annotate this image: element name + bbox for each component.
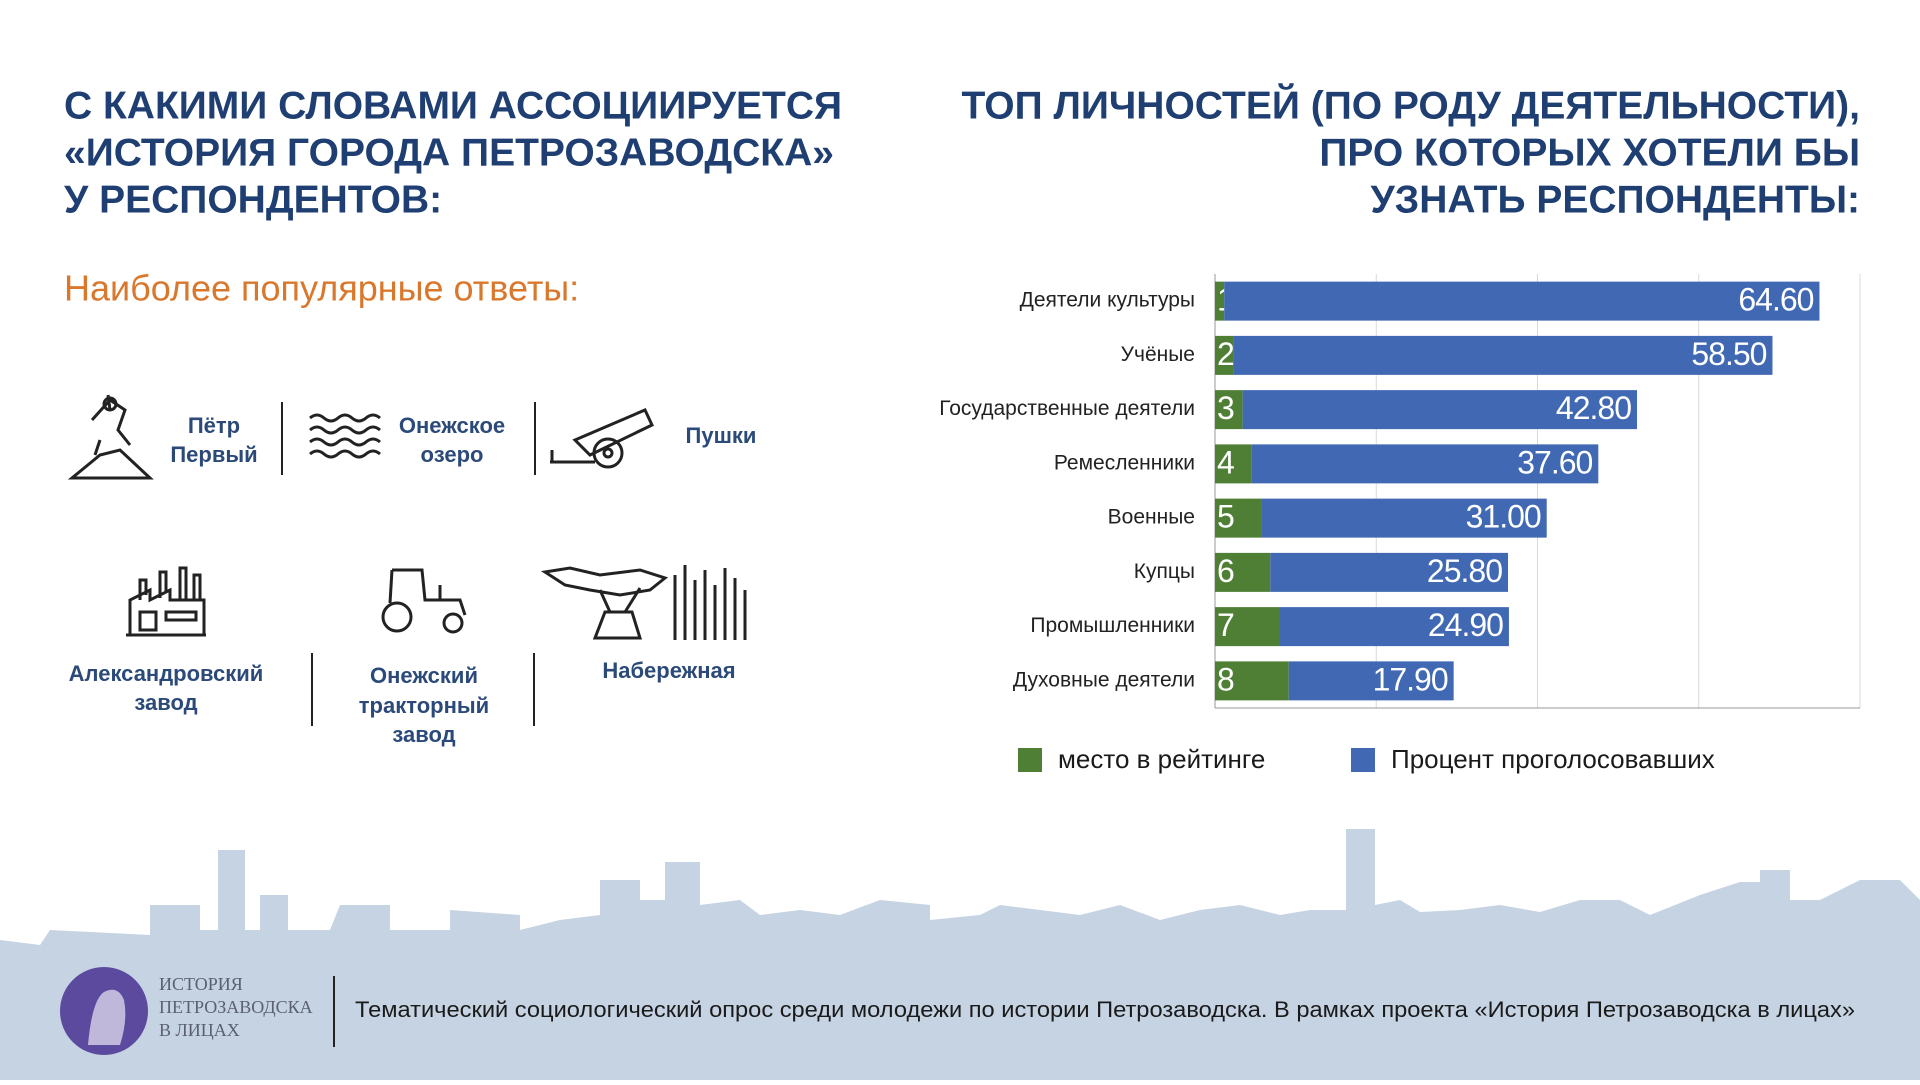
bar-segment (1215, 661, 1289, 701)
icon-factory (126, 566, 206, 637)
bar-segment (1261, 498, 1547, 538)
bar-segment (1215, 498, 1262, 538)
icon-peter (67, 394, 154, 480)
value-label: 24.90 (1428, 607, 1503, 643)
answer-label: Александровский (69, 661, 264, 686)
rank-label: 6 (1217, 553, 1234, 589)
icon-embankment (540, 565, 747, 640)
value-label: 25.80 (1427, 553, 1502, 589)
footer-text: Тематический социологический опрос среди… (355, 997, 1855, 1022)
answer-label: Онежский (370, 663, 478, 688)
answer-label: Набережная (602, 658, 735, 683)
logo-text: ПЕТРОЗАВОДСКА (159, 997, 313, 1017)
logo-text: В ЛИЦАХ (159, 1020, 240, 1040)
bar-segment (1215, 390, 1243, 430)
y-tick-label: Военные (1108, 506, 1195, 529)
skyline (0, 829, 1920, 1080)
rank-label: 4 (1217, 444, 1234, 480)
y-tick-label: Учёные (1121, 343, 1195, 366)
icon-tractor (381, 568, 467, 634)
subtitle: Наиболее популярные ответы: (64, 268, 579, 309)
answer-label: Пётр (188, 413, 240, 438)
bar-segment (1233, 335, 1773, 375)
value-label: 58.50 (1691, 336, 1766, 372)
rank-label: 3 (1217, 390, 1234, 426)
value-label: 17.90 (1373, 661, 1448, 697)
legend-swatch (1351, 748, 1375, 772)
answer-label: Онежское (399, 413, 505, 438)
bar-segment (1215, 607, 1280, 647)
left-title: У РЕСПОНДЕНТОВ: (64, 178, 442, 221)
y-tick-label: Купцы (1134, 560, 1195, 583)
value-label: 64.60 (1738, 282, 1813, 318)
legend-label: место в рейтинге (1058, 744, 1265, 774)
rank-label: 7 (1217, 607, 1234, 643)
value-label: 37.60 (1517, 444, 1592, 480)
bar-segment (1251, 444, 1599, 484)
y-tick-label: Промышленники (1030, 614, 1195, 637)
chart-title: ПРО КОТОРЫХ ХОТЕЛИ БЫ (1319, 131, 1860, 174)
bar-segment (1279, 607, 1509, 647)
y-tick-label: Духовные деятели (1013, 668, 1195, 691)
bar-segment (1270, 552, 1509, 592)
logo-portrait (88, 989, 126, 1045)
bar-segment (1215, 335, 1234, 375)
bar-segment (1215, 281, 1225, 321)
y-tick-label: Ремесленники (1054, 451, 1195, 474)
y-tick-label: Государственные деятели (939, 397, 1195, 420)
icon-cannon (550, 408, 654, 469)
answer-label: завод (392, 722, 455, 747)
chart-title: УЗНАТЬ РЕСПОНДЕНТЫ: (1371, 178, 1860, 221)
legend-swatch (1018, 748, 1042, 772)
bar-segment (1215, 552, 1271, 592)
answer-label: озеро (421, 442, 484, 467)
answer-label: тракторный (359, 693, 489, 718)
answer-label: завод (134, 690, 197, 715)
left-title: «ИСТОРИЯ ГОРОДА ПЕТРОЗАВОДСКА» (64, 131, 834, 174)
chart-title: ТОП ЛИЧНОСТЕЙ (ПО РОДУ ДЕЯТЕЛЬНОСТИ), (961, 82, 1860, 127)
bar-segment (1288, 661, 1454, 701)
y-tick-label: Деятели культуры (1020, 289, 1195, 312)
left-title: С КАКИМИ СЛОВАМИ АССОЦИИРУЕТСЯ (64, 84, 842, 127)
bar-segment (1242, 390, 1638, 430)
rank-label: 2 (1217, 336, 1234, 372)
rank-label: 5 (1217, 499, 1234, 535)
bar-segment (1224, 281, 1820, 321)
answer-label: Первый (170, 442, 257, 467)
logo-text: ИСТОРИЯ (159, 974, 243, 994)
answer-label: Пушки (686, 423, 757, 448)
bar-segment (1215, 444, 1252, 484)
rank-label: 8 (1217, 661, 1234, 697)
legend-label: Процент проголосовавших (1391, 744, 1715, 774)
icon-lake (309, 413, 381, 459)
value-label: 42.80 (1556, 390, 1631, 426)
value-label: 31.00 (1466, 499, 1541, 535)
